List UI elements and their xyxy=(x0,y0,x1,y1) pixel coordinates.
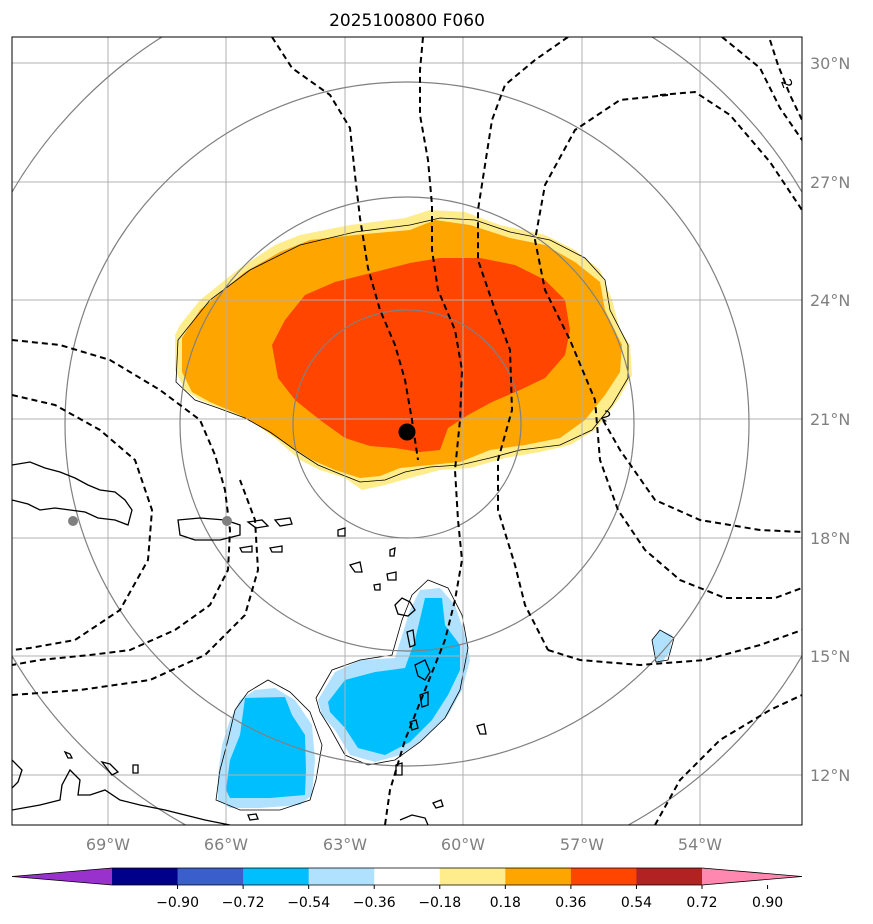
anomaly-outline-south-west xyxy=(215,679,323,811)
island-trinidad xyxy=(399,814,429,825)
lon-gridlines xyxy=(107,37,701,825)
lon-label-63w: 63°W xyxy=(323,835,367,854)
island-barbados xyxy=(476,723,487,735)
colorbar-segment-1 xyxy=(112,868,179,885)
island-bonaire xyxy=(132,764,139,774)
contour-3 xyxy=(477,37,569,651)
island-vi-4 xyxy=(269,545,283,553)
colorbar-tick-label-3: −0.36 xyxy=(353,895,396,911)
lat-gridlines xyxy=(12,62,802,776)
coastlines xyxy=(12,461,487,825)
contour-2 xyxy=(384,37,464,825)
island-vi-3 xyxy=(239,545,253,553)
island-martinique xyxy=(414,659,431,681)
lat-label-24n: 24°N xyxy=(810,291,850,310)
contour-9 xyxy=(12,394,154,651)
colorbar-extend-high xyxy=(702,868,802,885)
range-rings xyxy=(12,37,802,825)
contour-12 xyxy=(654,694,802,825)
range-ring-2 xyxy=(179,196,635,652)
colorbar-tick-label-0: −0.90 xyxy=(156,895,199,911)
island-small-a xyxy=(389,546,396,557)
lon-label-69w: 69°W xyxy=(86,835,130,854)
lat-label-15n: 15°N xyxy=(810,647,850,666)
lon-label-60w: 60°W xyxy=(441,835,485,854)
range-ring-3 xyxy=(64,81,750,767)
island-grenada xyxy=(395,762,403,776)
lat-labels: 30°N 27°N 24°N 21°N 18°N 15°N 12°N xyxy=(810,54,850,785)
island-vi-1 xyxy=(246,519,270,529)
island-st-vincent xyxy=(409,719,419,731)
reference-marker-hispaniola xyxy=(68,516,78,526)
island-aruba xyxy=(63,750,74,759)
contour-6 xyxy=(659,90,802,211)
map-frame xyxy=(11,36,803,826)
colorbar: −0.90 −0.72 −0.54 −0.36 −0.18 0.18 0.36 0.54 0.7… xyxy=(11,867,803,911)
contour-11 xyxy=(547,629,802,667)
island-puerto-rico xyxy=(177,517,241,541)
colorbar-tick-label-8: 0.72 xyxy=(686,895,717,911)
island-tobago xyxy=(432,799,444,809)
contour-10 xyxy=(12,479,260,696)
contour-1 xyxy=(271,37,419,461)
island-curacao xyxy=(100,760,120,776)
lat-label-30n: 30°N xyxy=(810,54,850,73)
island-margarita xyxy=(247,813,259,821)
colorbar-tick-label-9: 0.90 xyxy=(752,895,783,911)
lat-label-18n: 18°N xyxy=(810,529,850,548)
contour-5 xyxy=(721,37,802,141)
island-guadeloupe xyxy=(394,597,416,617)
contour-4 xyxy=(533,94,802,599)
island-hispaniola xyxy=(12,461,133,526)
anomaly-negative-mid-west xyxy=(226,697,306,798)
island-small-d xyxy=(373,583,381,591)
lat-label-27n: 27°N xyxy=(810,173,850,192)
colorbar-segment-4 xyxy=(308,868,375,885)
colorbar-extend-low xyxy=(12,868,112,885)
venezuela-coast xyxy=(12,759,231,825)
colorbar-tick-label-7: 0.54 xyxy=(621,895,652,911)
colorbar-tick-label-2: −0.54 xyxy=(287,895,330,911)
lon-labels: 69°W 66°W 63°W 60°W 57°W 54°W xyxy=(86,835,722,854)
colorbar-segment-7 xyxy=(505,868,572,885)
range-ring-1 xyxy=(292,309,522,539)
island-vi-2 xyxy=(273,517,293,527)
colorbar-segment-3 xyxy=(243,868,310,885)
colorbar-tick-label-6: 0.36 xyxy=(555,895,586,911)
map-area: 2 2 xyxy=(12,37,802,825)
lat-label-12n: 12°N xyxy=(810,766,850,785)
map-title: 2025100800 F060 xyxy=(329,11,485,31)
island-small-c xyxy=(386,571,397,581)
colorbar-segment-8 xyxy=(570,868,637,885)
colorbar-tick-label-5: 0.18 xyxy=(490,895,521,911)
colorbar-segment-9 xyxy=(636,868,703,885)
island-anguilla xyxy=(337,527,346,537)
lat-label-21n: 21°N xyxy=(810,410,850,429)
island-small-b xyxy=(348,561,363,573)
colorbar-segment-2 xyxy=(177,868,244,885)
lon-label-57w: 57°W xyxy=(560,835,604,854)
colorbar-segment-6 xyxy=(439,868,506,885)
anomaly-outline-north xyxy=(175,217,629,483)
storm-center-marker xyxy=(398,423,416,441)
contour-7 xyxy=(602,419,802,533)
colorbar-tick-label-1: −0.72 xyxy=(222,895,265,911)
anomaly-negative-small-east xyxy=(652,630,672,662)
contour-value-label-ne: 2 xyxy=(777,77,795,91)
lon-label-54w: 54°W xyxy=(678,835,722,854)
anomaly-negative-mid-east xyxy=(328,598,460,755)
colorbar-segment-5 xyxy=(374,868,441,885)
contour-8 xyxy=(12,339,232,666)
anomaly-positive-strong xyxy=(272,258,570,452)
reference-marker-puerto-rico xyxy=(222,516,232,526)
contour-13 xyxy=(769,39,802,121)
colorbar-tick-label-4: −0.18 xyxy=(418,895,461,911)
lon-label-66w: 66°W xyxy=(204,835,248,854)
island-dominica xyxy=(406,629,416,648)
colorbar-outline xyxy=(11,867,803,886)
island-st-lucia xyxy=(419,691,429,708)
